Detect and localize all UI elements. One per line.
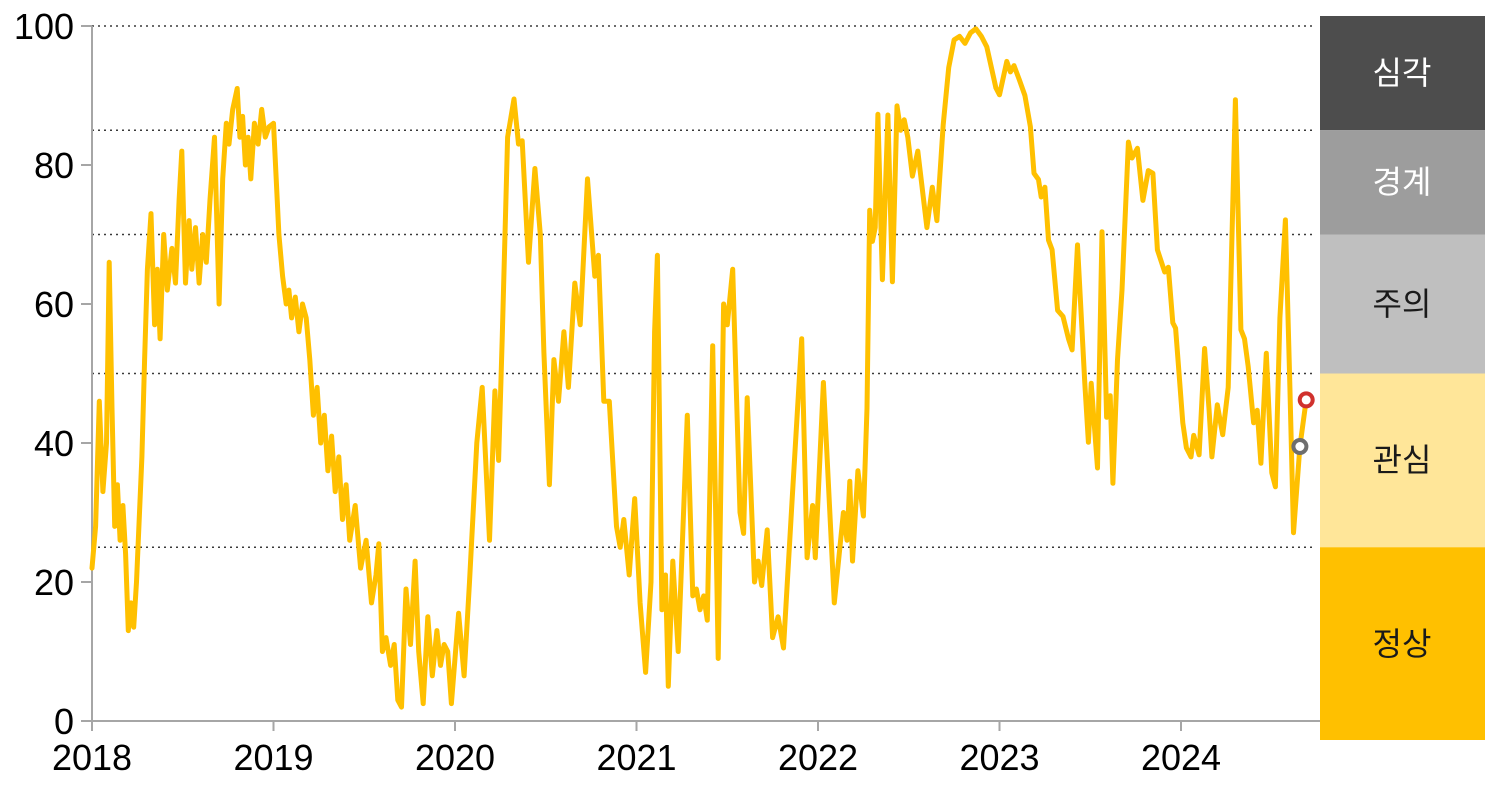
y-tick-label-60: 60 [34, 284, 74, 325]
risk-zone-caution-label: 주의 [1373, 286, 1432, 322]
gridlines [92, 25, 1312, 549]
axes [91, 26, 1320, 722]
risk-zone-watch-label: 관심 [1373, 442, 1432, 478]
risk-zone-severe-label: 심각 [1373, 55, 1432, 91]
x-tick-label-2022: 2022 [778, 737, 858, 778]
x-tick-label-2024: 2024 [1141, 737, 1221, 778]
x-axis-ticks [91, 721, 1182, 731]
series-line [89, 26, 1309, 710]
y-axis-ticks [81, 25, 92, 722]
risk-zone-alert-label: 경계 [1373, 164, 1432, 200]
y-axis-labels: 0 20 40 60 80 100 [14, 6, 74, 742]
risk-zone-normal-label: 정상 [1373, 626, 1432, 662]
latest-point-marker [1297, 391, 1315, 409]
x-tick-label-2018: 2018 [52, 737, 132, 778]
risk-zone-watch [1320, 373, 1485, 548]
y-tick-label-0: 0 [54, 701, 74, 742]
risk-band: 심각 경계 주의 관심 정상 [1320, 16, 1485, 740]
risk-zone-caution [1320, 234, 1485, 374]
risk-zone-alert [1320, 130, 1485, 235]
x-axis-labels: 2018 2019 2020 2021 2022 2023 2024 [52, 737, 1221, 778]
x-tick-label-2019: 2019 [233, 737, 313, 778]
y-tick-label-40: 40 [34, 423, 74, 464]
end-markers [1291, 391, 1315, 455]
y-tick-label-100: 100 [14, 6, 74, 47]
previous-point-marker [1291, 438, 1309, 455]
x-tick-label-2020: 2020 [415, 737, 495, 778]
risk-zone-normal [1320, 547, 1485, 740]
x-tick-label-2021: 2021 [596, 737, 676, 778]
y-tick-label-80: 80 [34, 145, 74, 186]
y-tick-label-20: 20 [34, 562, 74, 603]
x-tick-label-2023: 2023 [959, 737, 1039, 778]
risk-zone-severe [1320, 16, 1485, 131]
